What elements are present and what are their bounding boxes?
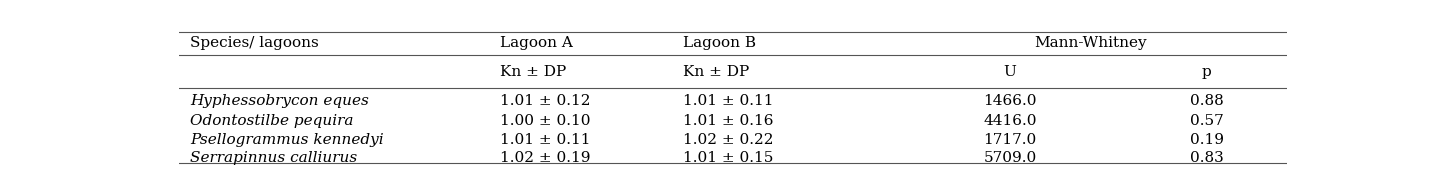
Text: Odontostilbe pequira: Odontostilbe pequira xyxy=(190,114,353,128)
Text: Lagoon B: Lagoon B xyxy=(684,36,756,50)
Text: 1.00 ± 0.10: 1.00 ± 0.10 xyxy=(500,114,591,128)
Text: 1717.0: 1717.0 xyxy=(984,133,1037,147)
Text: 1.02 ± 0.22: 1.02 ± 0.22 xyxy=(684,133,774,147)
Text: 0.83: 0.83 xyxy=(1190,151,1224,165)
Text: 1.01 ± 0.12: 1.01 ± 0.12 xyxy=(500,94,591,108)
Text: 4416.0: 4416.0 xyxy=(984,114,1037,128)
Text: Serrapinnus calliurus: Serrapinnus calliurus xyxy=(190,151,358,165)
Text: 1.01 ± 0.11: 1.01 ± 0.11 xyxy=(500,133,591,147)
Text: 1.02 ± 0.19: 1.02 ± 0.19 xyxy=(500,151,591,165)
Text: 0.57: 0.57 xyxy=(1190,114,1224,128)
Text: U: U xyxy=(1004,65,1017,79)
Text: p: p xyxy=(1201,65,1211,79)
Text: 1.01 ± 0.16: 1.01 ± 0.16 xyxy=(684,114,774,128)
Text: 1466.0: 1466.0 xyxy=(984,94,1037,108)
Text: Kn ± DP: Kn ± DP xyxy=(684,65,749,79)
Text: Lagoon A: Lagoon A xyxy=(500,36,573,50)
Text: Psellogrammus kennedyi: Psellogrammus kennedyi xyxy=(190,133,383,147)
Text: Mann-Whitney: Mann-Whitney xyxy=(1034,36,1147,50)
Text: 5709.0: 5709.0 xyxy=(984,151,1037,165)
Text: Species/ lagoons: Species/ lagoons xyxy=(190,36,319,50)
Text: 0.19: 0.19 xyxy=(1190,133,1224,147)
Text: Hyphessobrycon eques: Hyphessobrycon eques xyxy=(190,94,369,108)
Text: Kn ± DP: Kn ± DP xyxy=(500,65,566,79)
Text: 1.01 ± 0.11: 1.01 ± 0.11 xyxy=(684,94,774,108)
Text: 0.88: 0.88 xyxy=(1190,94,1224,108)
Text: 1.01 ± 0.15: 1.01 ± 0.15 xyxy=(684,151,774,165)
